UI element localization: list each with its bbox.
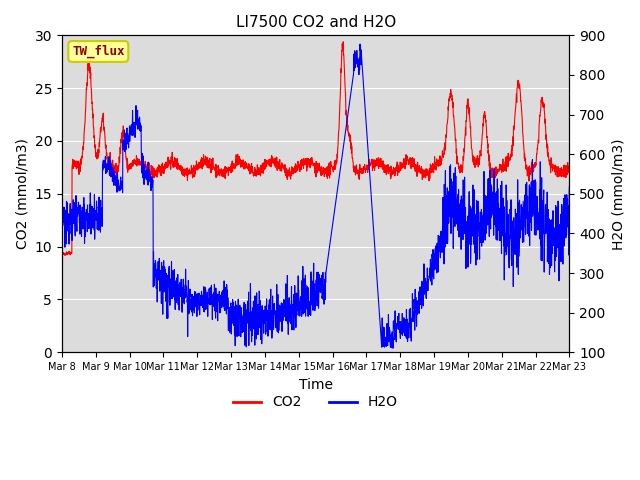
H2O [58,209,66,215]
CO2 [378,163,386,169]
CO2 [508,142,516,148]
H2O [532,212,540,217]
CO2 [566,163,573,168]
H2O [356,41,364,47]
H2O [566,184,573,190]
CO2 [532,157,540,163]
Text: TW_flux: TW_flux [72,45,125,58]
Line: CO2: CO2 [62,42,570,255]
H2O [378,339,386,345]
H2O [175,296,183,302]
Line: H2O: H2O [62,44,570,348]
H2O [389,345,397,351]
CO2 [58,251,66,257]
X-axis label: Time: Time [299,377,333,392]
CO2 [339,39,347,45]
CO2 [61,252,68,258]
CO2 [565,164,573,169]
Y-axis label: H2O (mmol/m3): H2O (mmol/m3) [611,138,625,250]
H2O [565,252,573,258]
Y-axis label: CO2 (mmol/m3): CO2 (mmol/m3) [15,138,29,249]
H2O [508,218,516,224]
H2O [416,296,424,301]
Title: LI7500 CO2 and H2O: LI7500 CO2 and H2O [236,15,396,30]
Legend: CO2, H2O: CO2, H2O [228,390,404,415]
CO2 [176,163,184,168]
CO2 [416,167,424,173]
